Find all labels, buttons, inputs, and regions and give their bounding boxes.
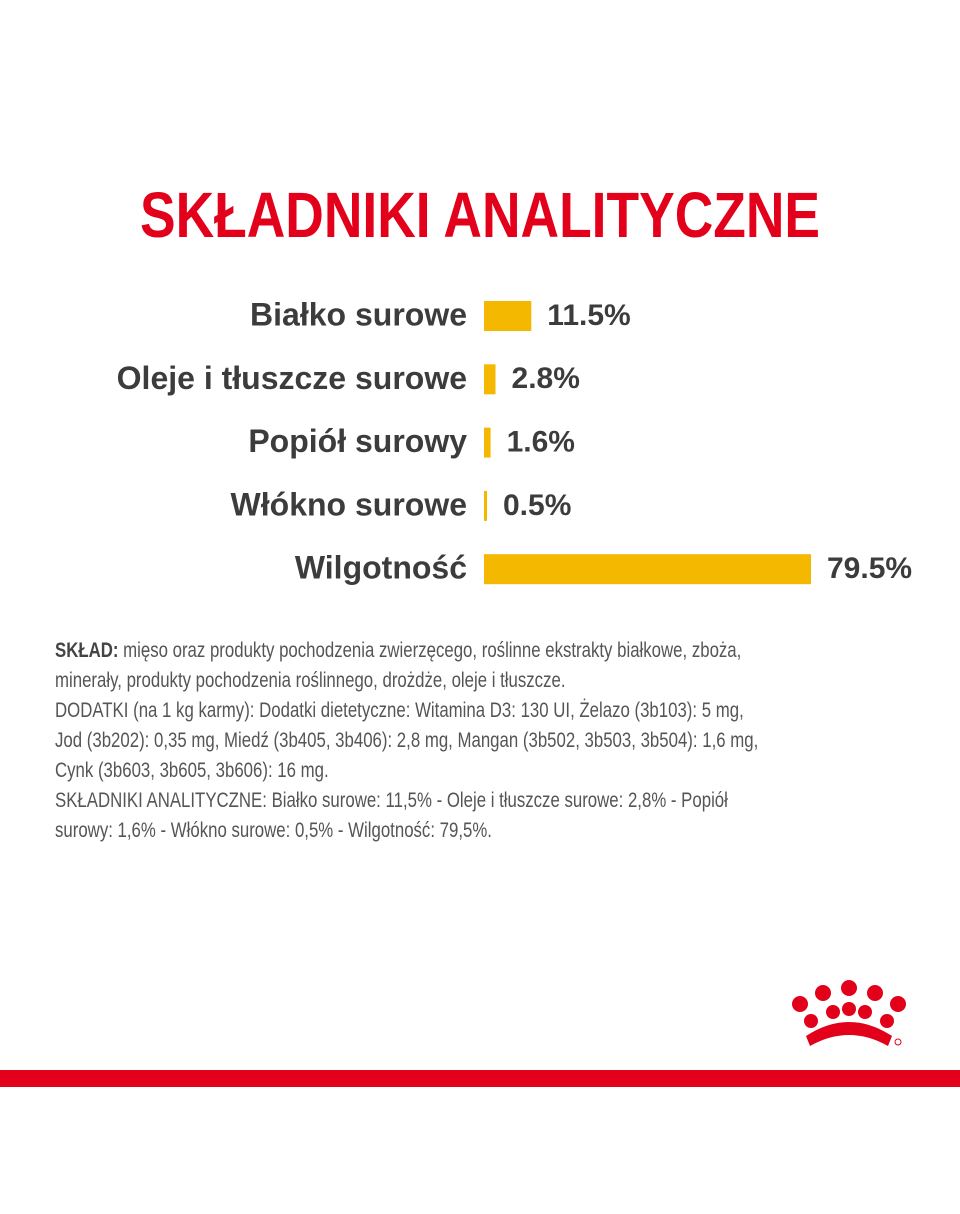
composition-text: SKŁADNIKI ANALITYCZNE: Białko surowe: 11… [55,789,728,812]
composition-text: Cynk (3b603, 3b605, 3b606): 16 mg. [55,759,329,782]
bar [484,554,811,585]
composition-line: DODATKI (na 1 kg karmy): Dodatki dietety… [55,696,758,726]
category-label: Włókno surowe [231,486,467,522]
bar [484,490,487,521]
composition-text: Jod (3b202): 0,35 mg, Miedź (3b405, 3b40… [55,729,759,752]
composition-line: SKŁADNIKI ANALITYCZNE: Białko surowe: 11… [55,786,758,816]
composition-text: surowy: 1,6% - Włókno surowe: 0,5% - Wil… [55,819,492,842]
composition-line: SKŁAD: mięso oraz produkty pochodzenia z… [55,636,758,666]
composition-line: Cynk (3b603, 3b605, 3b606): 16 mg. [55,756,758,786]
composition-text: mięso oraz produkty pochodzenia zwierzęc… [123,639,742,662]
composition-line: surowy: 1,6% - Włókno surowe: 0,5% - Wil… [55,816,758,846]
value-label: 2.8% [512,362,580,395]
category-label: Popiół surowy [248,423,467,459]
bar [484,301,532,331]
value-label: 1.6% [507,426,575,459]
footer-band [0,1070,960,1087]
value-label: 11.5% [547,299,630,332]
chart-title: SKŁADNIKI ANALITYCZNE [140,179,820,251]
bar [484,427,491,458]
category-label: Oleje i tłuszcze surowe [117,360,467,396]
value-label: 79.5% [827,552,912,585]
category-label: Białko surowe [250,296,467,332]
composition-line: Jod (3b202): 0,35 mg, Miedź (3b405, 3b40… [55,726,758,756]
value-label: 0.5% [503,489,571,522]
composition-line: minerały, produkty pochodzenia roślinneg… [55,666,758,696]
composition-label: SKŁAD: [55,639,119,662]
logo [792,980,906,1046]
category-label: Wilgotność [295,550,467,586]
composition: SKŁAD: mięso oraz produkty pochodzenia z… [55,636,758,846]
composition-text: DODATKI (na 1 kg karmy): Dodatki dietety… [55,699,744,722]
composition-text: minerały, produkty pochodzenia roślinneg… [55,669,566,692]
bar [484,364,496,395]
